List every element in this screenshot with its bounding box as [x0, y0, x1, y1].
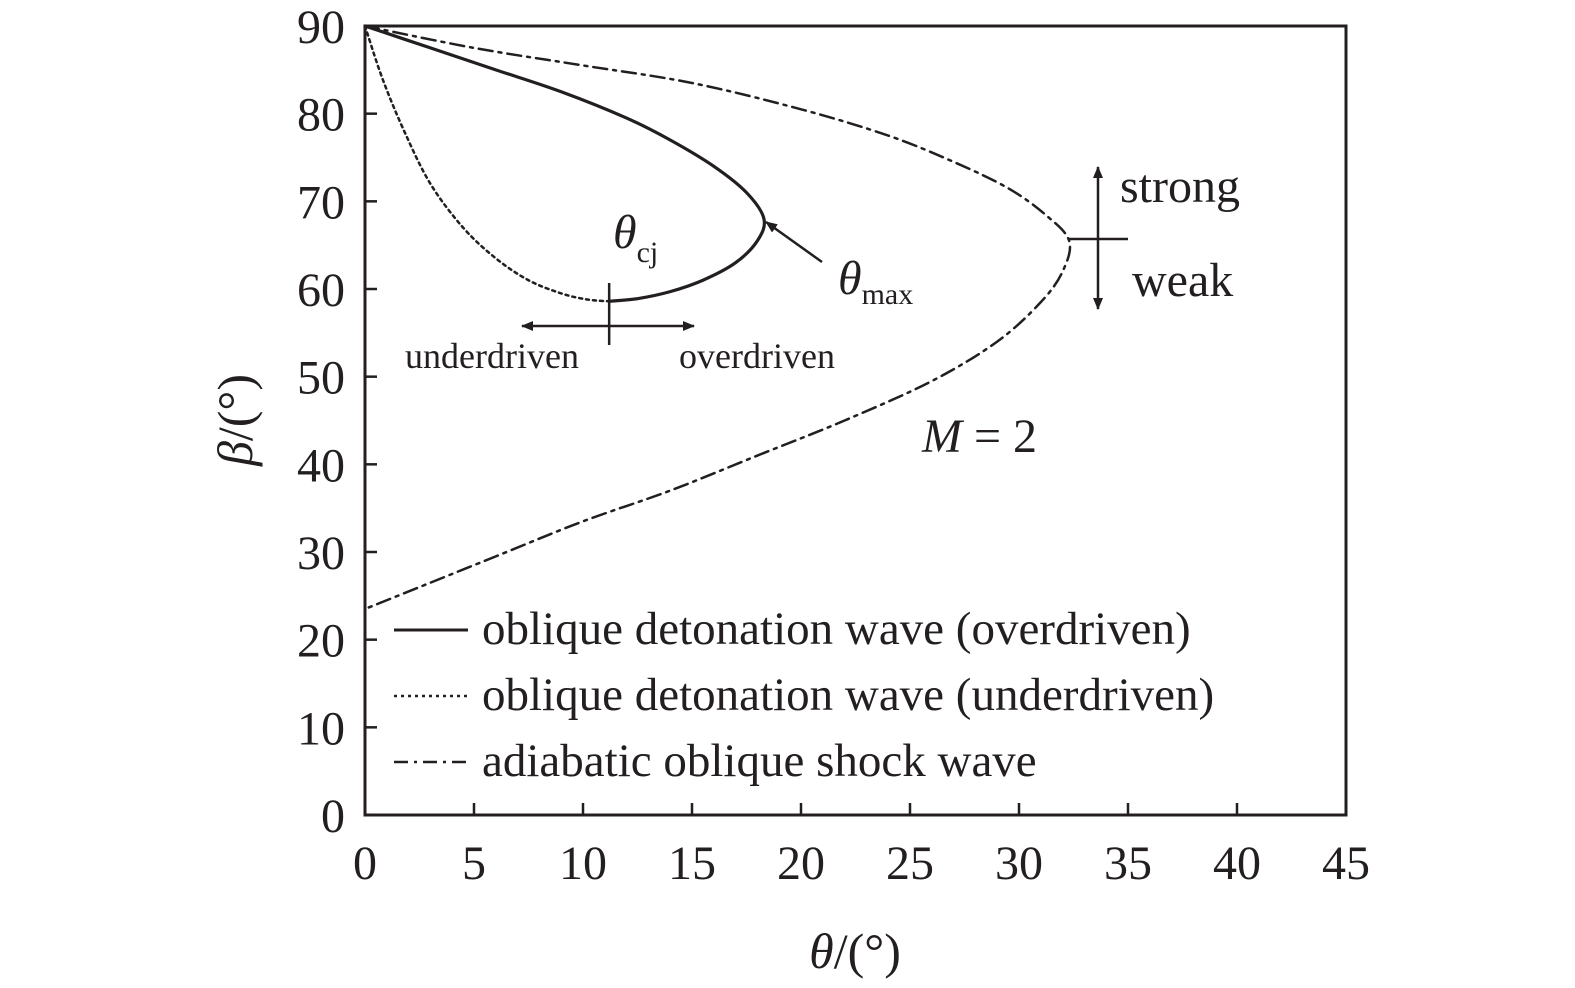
x-tick-label: 20	[777, 837, 825, 890]
y-axis-ticks: 0 10 20 30 40 50 60 70 80 90	[297, 1, 377, 843]
y-tick-label: 90	[297, 1, 345, 54]
x-tick-label: 30	[995, 837, 1043, 890]
y-tick-label: 80	[297, 89, 345, 142]
y-tick-label: 0	[321, 790, 345, 843]
legend: oblique detonation wave (overdriven) obl…	[394, 603, 1214, 787]
x-tick-label: 5	[462, 837, 486, 890]
weak-label: weak	[1132, 254, 1233, 307]
legend-label-overdriven: oblique detonation wave (overdriven)	[482, 603, 1191, 655]
y-tick-label: 60	[297, 264, 345, 317]
series-layer	[363, 24, 1072, 611]
x-tick-label: 15	[668, 837, 716, 890]
y-axis-title: β/(°)	[207, 374, 263, 467]
x-axis-ticks: 0 5 10 15 20 25 30 35 40 45	[353, 803, 1370, 890]
y-tick-label: 30	[297, 527, 345, 580]
y-tick-label: 70	[297, 176, 345, 229]
plot-area-frame	[363, 24, 1348, 817]
series-line-0	[363, 24, 766, 303]
series-line-1	[363, 24, 611, 303]
series-line-2	[363, 24, 1072, 611]
x-tick-label: 40	[1213, 837, 1261, 890]
y-tick-label: 20	[297, 615, 345, 668]
x-tick-label: 35	[1104, 837, 1152, 890]
x-tick-label: 0	[353, 837, 377, 890]
x-tick-label: 25	[886, 837, 934, 890]
y-tick-label: 40	[297, 439, 345, 492]
y-tick-label: 10	[297, 702, 345, 755]
legend-label-adiabatic: adiabatic oblique shock wave	[482, 735, 1037, 787]
underdriven-label: underdriven	[405, 336, 579, 376]
y-tick-label: 50	[297, 352, 345, 405]
strong-label: strong	[1120, 160, 1240, 213]
overdriven-label: overdriven	[679, 336, 835, 376]
x-tick-label: 10	[559, 837, 607, 890]
theta-cj-label: θcj	[613, 206, 658, 269]
x-axis-title: θ/(°)	[809, 923, 901, 979]
theta-max-arrow	[765, 220, 823, 264]
mach-number-label: M = 2	[921, 410, 1037, 463]
theta-max-label: θmax	[838, 252, 913, 311]
x-tick-label: 45	[1322, 837, 1370, 890]
legend-label-underdriven: oblique detonation wave (underdriven)	[482, 669, 1214, 721]
